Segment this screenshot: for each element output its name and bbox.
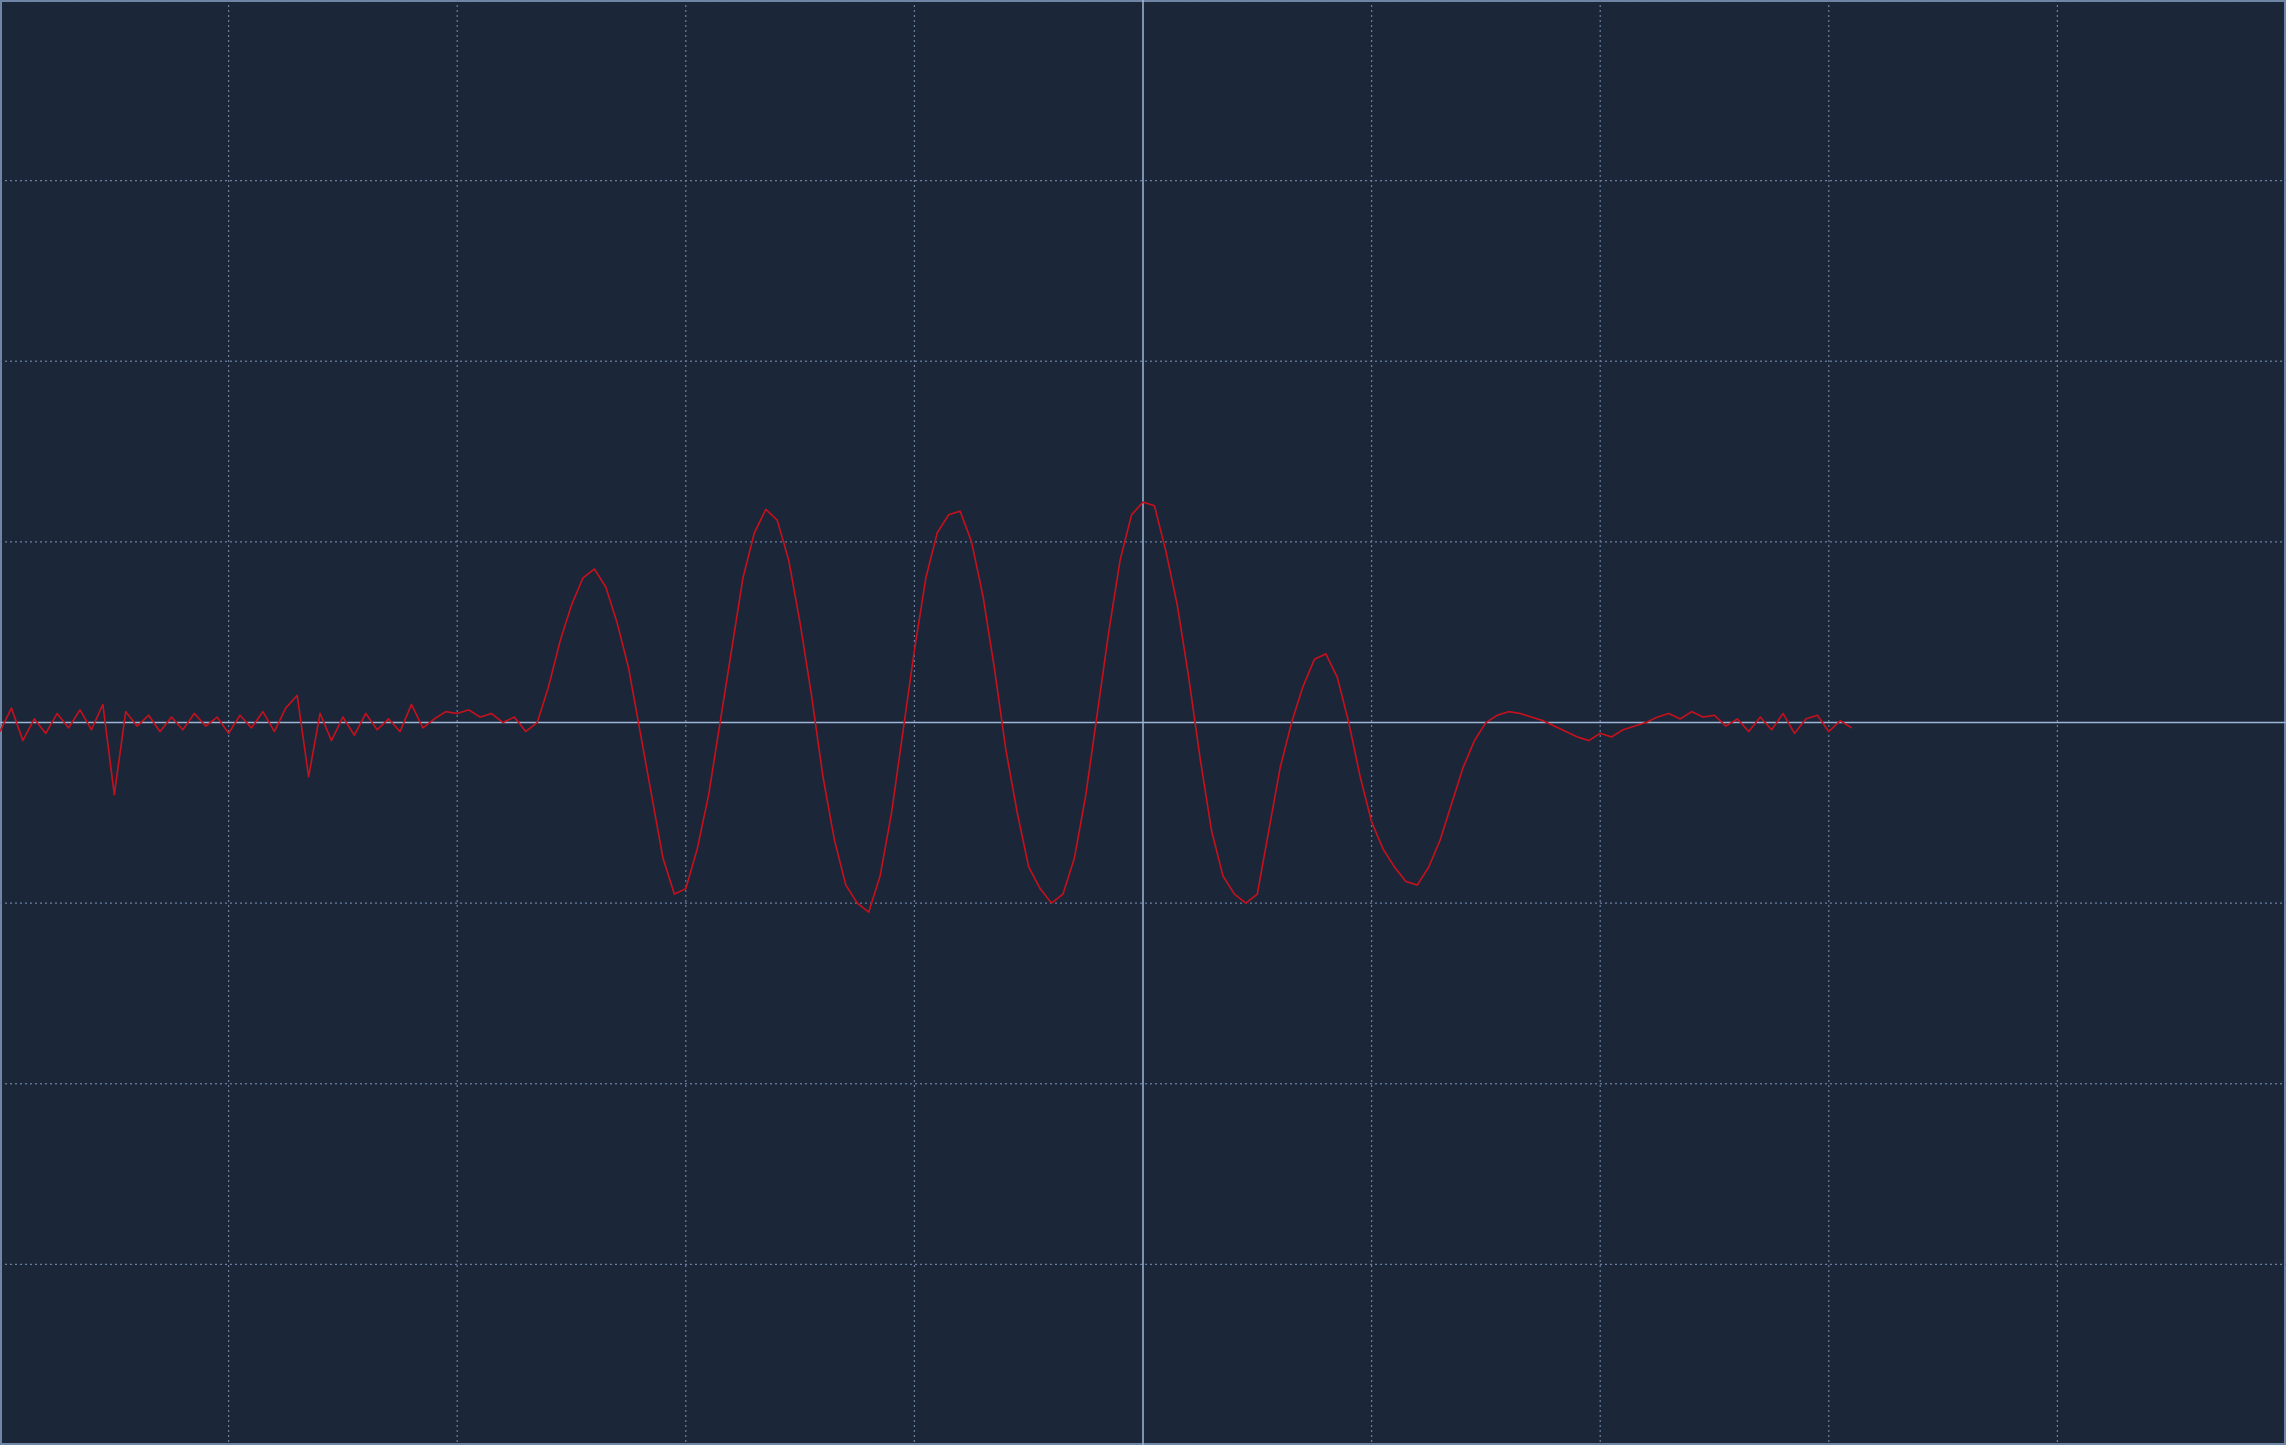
signal-trace <box>0 501 1853 913</box>
